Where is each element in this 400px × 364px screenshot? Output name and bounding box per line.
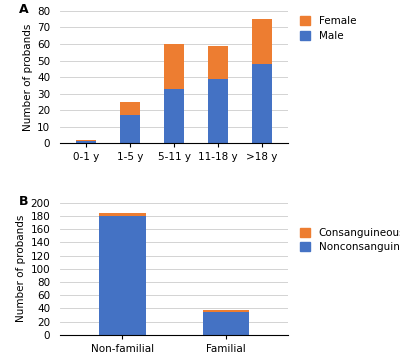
Bar xyxy=(120,115,140,143)
Y-axis label: Number of probands: Number of probands xyxy=(16,215,26,323)
Legend: Female, Male: Female, Male xyxy=(300,16,356,41)
Bar xyxy=(208,79,228,143)
Bar xyxy=(99,213,146,216)
Bar xyxy=(202,310,249,312)
Text: B: B xyxy=(19,195,28,208)
Bar xyxy=(120,102,140,115)
Bar xyxy=(252,19,272,64)
Bar xyxy=(99,216,146,335)
Bar xyxy=(202,312,249,335)
Bar xyxy=(164,44,184,88)
Bar xyxy=(208,46,228,79)
Bar xyxy=(252,64,272,143)
Bar xyxy=(164,88,184,143)
Bar xyxy=(76,142,96,143)
Bar xyxy=(76,140,96,142)
Y-axis label: Number of probands: Number of probands xyxy=(23,23,33,131)
Text: A: A xyxy=(19,3,28,16)
Legend: Consanguineous, Nonconsanguineous: Consanguineous, Nonconsanguineous xyxy=(300,228,400,252)
